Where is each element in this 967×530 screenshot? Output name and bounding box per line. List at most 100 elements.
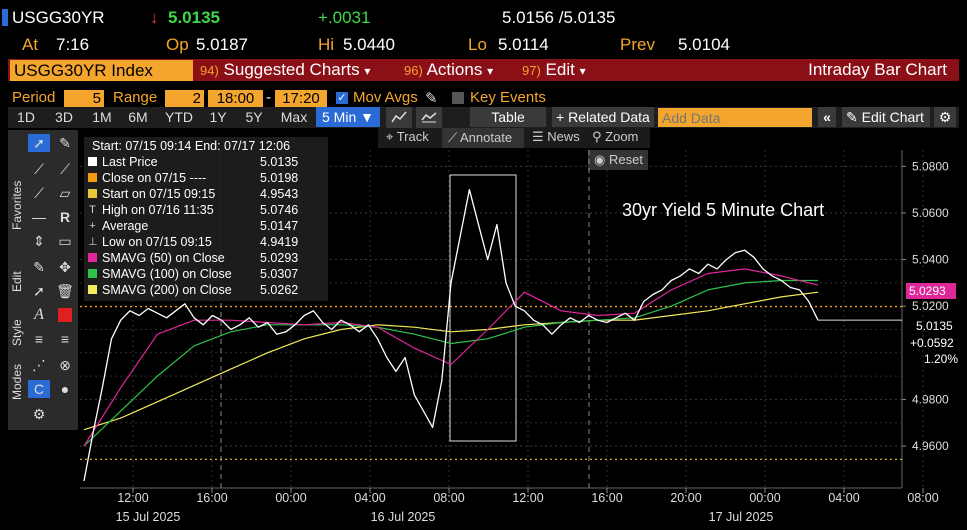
- legend-row: ⊥ Low on 07/15 09:15 4.9419: [84, 234, 328, 250]
- legend-value: 5.0262: [260, 283, 299, 297]
- sidebar-tab-edit[interactable]: Edit: [10, 271, 24, 292]
- start-time-input[interactable]: 18:00: [208, 90, 263, 107]
- sma50-tag: 5.0293: [906, 283, 956, 299]
- timeframe-ytd[interactable]: YTD: [165, 109, 193, 125]
- legend-value: 5.0135: [260, 155, 299, 169]
- select-add-icon[interactable]: ➚: [33, 283, 45, 299]
- brush-tool-icon[interactable]: ✎: [33, 259, 45, 275]
- security-field[interactable]: USGG30YR Index: [10, 60, 193, 81]
- legend-marker: +: [89, 220, 96, 232]
- sidebar-tab-modes[interactable]: Modes: [10, 363, 24, 400]
- timeframe-1m[interactable]: 1M: [92, 109, 112, 125]
- line-tool-icon[interactable]: ⟋: [34, 161, 44, 177]
- actions-menu[interactable]: 96) Actions ▾: [404, 59, 493, 82]
- move-tool-icon[interactable]: ✥: [59, 259, 71, 275]
- legend-label: SMAVG (200) on Close: [102, 283, 232, 297]
- color-swatch-icon[interactable]: [58, 308, 72, 322]
- timeframe-1d[interactable]: 1D: [17, 109, 35, 125]
- related-data-button[interactable]: + Related Data: [552, 107, 654, 127]
- mov-avgs-checkbox[interactable]: ✓: [336, 92, 348, 104]
- pencil-icon[interactable]: ✎: [425, 90, 438, 107]
- range-input[interactable]: 2: [165, 90, 204, 107]
- y-tick-label: 5.0600: [912, 206, 949, 220]
- annotate-pen-icon: ⟋: [448, 130, 458, 145]
- range-label: Range: [113, 89, 158, 106]
- legend-label: Low on 07/15 09:15: [102, 235, 212, 249]
- legend-marker: [88, 269, 97, 278]
- interval-select[interactable]: 5 Min ▼: [316, 107, 380, 127]
- edit-menu[interactable]: 97) Edit ▾: [522, 59, 586, 82]
- x-tick-label: 16:00: [591, 491, 622, 505]
- legend-marker: [88, 157, 97, 166]
- crosshair-mode-icon[interactable]: ⋰: [32, 357, 46, 373]
- edit-chart-button[interactable]: ✎ Edit Chart: [842, 107, 930, 127]
- magnet-mode-icon[interactable]: ⊗: [59, 357, 71, 373]
- collapse-button[interactable]: «: [818, 107, 836, 127]
- key-events-checkbox[interactable]: [452, 92, 464, 104]
- fibonacci-tool-icon[interactable]: ⇕: [33, 233, 45, 249]
- timeframe-max[interactable]: Max: [280, 109, 308, 125]
- ray-tool-icon[interactable]: ⟋: [60, 161, 70, 177]
- trend-tool-icon[interactable]: ⟋: [34, 185, 44, 201]
- timeframe-5y[interactable]: 5Y: [245, 109, 263, 125]
- menu-label: Suggested Charts: [223, 60, 360, 79]
- legend-row: SMAVG (200) on Close 5.0262: [84, 282, 328, 298]
- chevron-down-icon: ▾: [579, 64, 586, 78]
- net-change: +.0031: [318, 8, 371, 27]
- news-button[interactable]: ☰ News: [532, 129, 580, 145]
- legend-row: + Average 5.0147: [84, 218, 328, 234]
- rectangle-tool-icon[interactable]: ▭: [58, 233, 72, 249]
- x-tick-label: 16:00: [196, 491, 227, 505]
- cycle-mode-icon[interactable]: C: [28, 380, 50, 398]
- sidebar-tab-style[interactable]: Style: [10, 319, 24, 346]
- dual-chart-button[interactable]: [416, 107, 442, 128]
- line-chart-icon: [391, 111, 407, 123]
- legend-row: Start on 07/15 09:15 4.9543: [84, 186, 328, 202]
- line-style-icon[interactable]: ≡: [60, 331, 70, 347]
- legend-label: Close on 07/15 ----: [102, 171, 207, 185]
- horizontal-line-icon[interactable]: —: [32, 209, 46, 225]
- legend-marker: [88, 285, 97, 294]
- period-input[interactable]: 5: [64, 90, 104, 107]
- annotate-button[interactable]: ⟋ Annotate: [442, 128, 524, 148]
- date-label: 15 Jul 2025: [116, 510, 181, 524]
- add-data-input[interactable]: [658, 108, 812, 127]
- key-events-label: Key Events: [470, 89, 546, 106]
- line-chart-button[interactable]: [386, 107, 412, 128]
- timeframe-1y[interactable]: 1Y: [209, 109, 227, 125]
- gear-icon[interactable]: ⚙: [32, 406, 46, 422]
- reset-radio-icon: ◉: [594, 152, 606, 167]
- x-tick-label: 08:00: [433, 491, 464, 505]
- zoom-button[interactable]: ⚲ Zoom: [592, 129, 638, 145]
- end-time-input[interactable]: 17:20: [275, 90, 327, 107]
- prev-value: 5.0104: [678, 35, 730, 54]
- menu-label: Edit: [545, 60, 575, 79]
- table-button[interactable]: Table: [470, 107, 546, 127]
- line-weight-icon[interactable]: ≡: [34, 331, 44, 347]
- series-line: [83, 291, 819, 431]
- magnifier-icon: ⚲: [592, 129, 602, 144]
- timeframe-3d[interactable]: 3D: [55, 109, 73, 125]
- range-dash: -: [266, 89, 271, 106]
- trash-icon[interactable]: 🗑: [56, 283, 74, 299]
- chevron-down-icon: ▾: [364, 64, 371, 78]
- x-tick-label: 20:00: [670, 491, 701, 505]
- series-line: [83, 279, 818, 447]
- text-style-icon[interactable]: A: [34, 306, 44, 323]
- timeframe-6m[interactable]: 6M: [128, 109, 148, 125]
- pencil-icon: ✎: [846, 109, 858, 125]
- legend-label: High on 07/16 11:35: [102, 203, 214, 217]
- track-button[interactable]: ⌖ Track: [386, 129, 429, 145]
- reset-button[interactable]: ◉ Reset: [588, 150, 648, 170]
- sidebar-tab-favorites[interactable]: Favorites: [10, 180, 24, 230]
- suggested-charts-menu[interactable]: 94) Suggested Charts ▾: [200, 59, 370, 82]
- legend-row: Last Price 5.0135: [84, 154, 328, 170]
- mov-avgs-label: Mov Avgs: [353, 89, 418, 106]
- legend-value: 4.9543: [260, 187, 299, 201]
- pointer-tool-icon[interactable]: ➚: [28, 134, 50, 152]
- palette-icon[interactable]: ●: [60, 381, 70, 397]
- settings-gear-button[interactable]: ⚙: [934, 107, 956, 127]
- annotate-pen-tool-icon[interactable]: ✎: [59, 135, 71, 151]
- retracement-tool-icon[interactable]: R: [59, 209, 71, 225]
- channel-tool-icon[interactable]: ▱: [59, 185, 71, 201]
